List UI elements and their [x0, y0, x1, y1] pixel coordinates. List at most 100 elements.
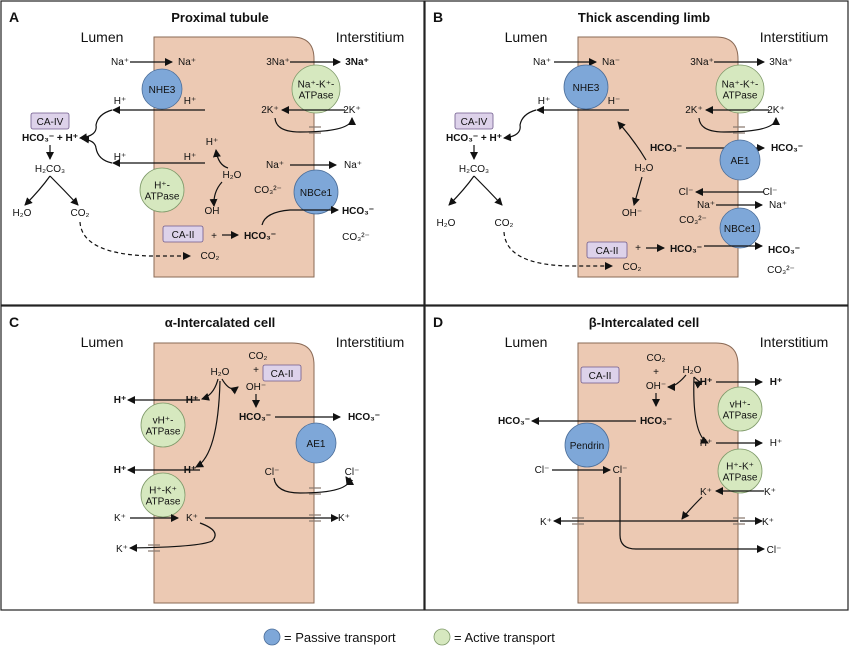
ae1-transporter-circle — [719, 139, 761, 181]
panel-frame — [0, 305, 425, 611]
k-interstitium: K⁺ — [338, 513, 350, 524]
ion-na-interstitium: Na⁺ — [769, 200, 787, 211]
arrow-h-combine — [79, 109, 113, 142]
ion-na-cell: Na⁺ — [178, 57, 196, 68]
co2-lumen: CO₂ — [495, 218, 514, 229]
ae1-transporter-label: AE1 — [731, 156, 750, 167]
ion-h-top: H⁺ — [206, 137, 219, 148]
nbce1-transporter: NBCe1 — [719, 207, 761, 249]
nak-atpase: Na⁺-K⁺-ATPase — [291, 64, 341, 114]
nhe3-transporter-label: NHE3 — [149, 85, 176, 96]
ca-iv-enzyme-label: CA-IV — [37, 117, 64, 128]
ca-iv-enzyme-label: CA-IV — [461, 117, 488, 128]
water-lumen: H₂O — [437, 218, 456, 229]
co2-cell: CO₂ — [249, 351, 268, 362]
nbce1-transporter-circle — [293, 169, 339, 215]
plus-sign: + — [635, 243, 641, 254]
k-channel-apical — [148, 544, 160, 552]
panel-title: α-Intercalated cell — [165, 315, 276, 330]
panel-letter: D — [433, 314, 443, 330]
ion-na-lumen: Na⁺ — [533, 57, 551, 68]
nak-atpase-label: ATPase — [299, 91, 334, 102]
ion-2k-cell: 2K⁺ — [261, 105, 279, 116]
arrow — [667, 374, 687, 391]
nak-atpase-label: Na⁺-K⁺- — [722, 80, 759, 91]
cl-cell: Cl⁻ — [265, 467, 280, 478]
arrow — [473, 175, 503, 206]
k-channel-basolateral — [733, 517, 745, 525]
carbonate-interstitium: CO₃²⁻ — [767, 265, 795, 276]
water-lumen: H₂O — [13, 208, 32, 219]
ion-2k-interstitium: 2K⁺ — [343, 105, 361, 116]
ca-ii-enzyme-label: CA-II — [596, 246, 619, 257]
co2-cell: CO₂ — [647, 353, 666, 364]
panel-a: A Proximal tubule Lumen Interstitium Na⁺ Na⁺ N… — [0, 0, 425, 306]
co2-cell: CO₂ — [201, 251, 220, 262]
arrow — [201, 378, 219, 401]
ca-ii-enzyme: CA-II — [262, 364, 302, 382]
hydroxide: OH⁻ — [246, 382, 266, 393]
vh-atpase-label: ATPase — [723, 411, 758, 422]
arrow — [632, 176, 643, 206]
ion-h-cell-2: H⁺ — [700, 438, 713, 449]
k-interstitium-2: K⁺ — [762, 517, 774, 528]
nak-atpase-circle — [291, 64, 341, 114]
panel-title: Proximal tubule — [171, 10, 269, 25]
lumen-label: Lumen — [81, 334, 124, 350]
vh-atpase-circle — [140, 402, 186, 448]
h-atpase: H⁺-ATPase — [139, 167, 185, 213]
h-atpase-label: H⁺- — [154, 181, 170, 192]
arrow — [129, 522, 216, 552]
ion-h-cell: H⁻ — [608, 96, 621, 107]
ae1-transporter-label: AE1 — [307, 439, 326, 450]
pendrin-transporter-circle — [564, 422, 610, 468]
cl-interstitium: Cl⁻ — [345, 467, 360, 478]
cell-body — [577, 36, 739, 278]
carbonate-cell: CO₃²⁻ — [679, 215, 707, 226]
arrow — [617, 121, 647, 161]
k-lumen: K⁺ — [114, 513, 126, 524]
ion-h-lumen-2: H⁺ — [114, 465, 127, 476]
lumen-label: Lumen — [505, 334, 548, 350]
ion-2k-interstitium: 2K⁺ — [767, 105, 785, 116]
water-cell: H₂O — [223, 170, 242, 181]
carbonic-acid: H₂CO₃ — [459, 164, 489, 175]
arrow — [693, 376, 709, 444]
hk-atpase-circle — [717, 448, 763, 494]
ca-ii-enzyme-box — [580, 366, 620, 384]
arrow — [681, 496, 703, 520]
vh-atpase-label: vH⁺- — [153, 416, 174, 427]
nak-atpase-label: ATPase — [723, 91, 758, 102]
hco3-cell: HCO₃⁻ — [650, 143, 682, 154]
carbonate-interstitium: CO₃²⁻ — [342, 232, 370, 243]
interstitium-label: Interstitium — [336, 334, 404, 350]
panels-layer: A Proximal tubule Lumen Interstitium Na⁺ Na⁺ N… — [0, 0, 849, 611]
passive-transport-swatch — [263, 628, 281, 646]
legend: = Passive transport = Active transport — [263, 628, 555, 646]
k-channel — [733, 126, 745, 134]
ae1-transporter-circle — [295, 422, 337, 464]
hydroxide: OH — [205, 206, 220, 217]
ca-iv-enzyme-box — [454, 112, 494, 130]
hk-atpase: H⁺-K⁺ATPase — [140, 472, 186, 518]
ca-iv-enzyme-box — [30, 112, 70, 130]
hco3-cell-2: HCO₃⁻ — [670, 244, 702, 255]
cl-interstitium: Cl⁻ — [763, 187, 778, 198]
arrow — [195, 380, 221, 468]
hco3-interstitium: HCO₃⁻ — [771, 143, 803, 154]
arrow — [448, 175, 475, 206]
pendrin-transporter: Pendrin — [564, 422, 610, 468]
nak-atpase-label: Na⁺-K⁺- — [298, 80, 335, 91]
co2-cell: CO₂ — [623, 262, 642, 273]
k-channel — [309, 126, 321, 134]
water-cell: H₂O — [211, 367, 230, 378]
active-transport-swatch — [433, 628, 451, 646]
cl-cell: Cl⁻ — [679, 187, 694, 198]
ca-ii-enzyme: CA-II — [580, 366, 620, 384]
vh-atpase-circle — [717, 386, 763, 432]
hco3-cell: HCO₃⁻ — [239, 412, 271, 423]
cl-interstitium: Cl⁻ — [767, 545, 782, 556]
arrow-h-combine-2 — [81, 135, 113, 164]
cell-body — [153, 342, 315, 604]
